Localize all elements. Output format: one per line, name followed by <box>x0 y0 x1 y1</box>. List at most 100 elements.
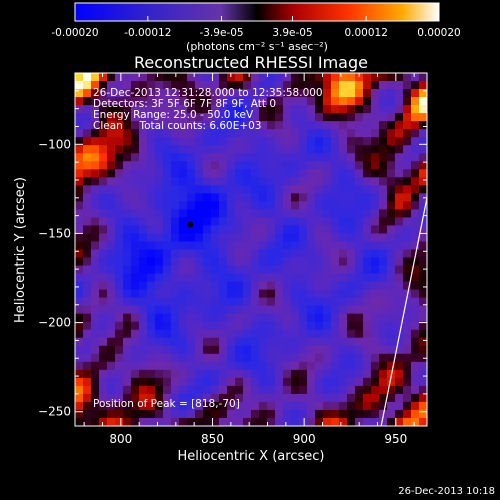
heatmap-cell <box>379 321 388 331</box>
heatmap-cell <box>147 393 156 403</box>
heatmap-cell <box>267 401 276 411</box>
heatmap-cell <box>195 89 204 98</box>
heatmap-cell <box>347 105 356 114</box>
heatmap-cell <box>339 81 348 90</box>
heatmap-cell <box>379 361 388 371</box>
heatmap-cell <box>275 385 284 395</box>
heatmap-cell <box>203 81 212 90</box>
heatmap-cell <box>179 233 188 243</box>
heatmap-cell <box>403 393 412 403</box>
heatmap-cell <box>243 153 252 162</box>
heatmap-cell <box>387 177 396 186</box>
heatmap-cell <box>83 233 92 243</box>
heatmap-cell <box>115 361 124 371</box>
heatmap-cell <box>411 273 420 283</box>
heatmap-cell <box>299 337 308 347</box>
heatmap-cell <box>179 361 188 371</box>
heatmap-cell <box>195 289 204 299</box>
heatmap-cell <box>227 169 236 178</box>
heatmap-cell <box>323 177 332 186</box>
heatmap-cell <box>275 313 284 323</box>
heatmap-cell <box>395 201 404 210</box>
heatmap-cell <box>91 273 100 283</box>
heatmap-cell <box>99 249 108 259</box>
heatmap-cell <box>211 169 220 178</box>
heatmap-cell <box>179 329 188 339</box>
heatmap-cell <box>339 289 348 299</box>
heatmap-cell <box>139 81 148 90</box>
heatmap-cell <box>363 113 372 122</box>
heatmap-cell <box>331 145 340 154</box>
heatmap-cell <box>163 417 172 426</box>
heatmap-cell <box>267 345 276 355</box>
heatmap-cell <box>419 153 427 162</box>
heatmap-cell <box>307 225 316 235</box>
heatmap-cell <box>379 177 388 186</box>
heatmap-cell <box>179 137 188 146</box>
heatmap-cell <box>371 233 380 243</box>
heatmap-cell <box>203 321 212 331</box>
heatmap-cell <box>267 209 276 219</box>
heatmap-cell <box>355 201 364 210</box>
heatmap-cell <box>163 161 172 170</box>
heatmap-cell <box>139 329 148 339</box>
heatmap-cell <box>171 145 180 154</box>
heatmap-cell <box>163 217 172 227</box>
heatmap-cell <box>187 321 196 331</box>
heatmap-cell <box>347 249 356 259</box>
heatmap-cell <box>323 361 332 371</box>
heatmap-cell <box>147 417 156 426</box>
heatmap-cell <box>379 217 388 227</box>
heatmap-cell <box>179 161 188 170</box>
heatmap-cell <box>355 241 364 251</box>
heatmap-cell <box>371 313 380 323</box>
heatmap-cell <box>299 137 308 146</box>
heatmap-cell <box>219 305 228 315</box>
heatmap-cell <box>363 161 372 170</box>
heatmap-cell <box>107 289 116 299</box>
heatmap-cell <box>315 97 324 106</box>
heatmap-cell <box>403 185 412 194</box>
heatmap-cell <box>275 193 284 202</box>
heatmap-cell <box>155 313 164 323</box>
heatmap-cell <box>139 185 148 194</box>
heatmap-cell <box>107 161 116 170</box>
heatmap-cell <box>187 169 196 178</box>
heatmap-cell <box>387 353 396 363</box>
heatmap-cell <box>275 297 284 307</box>
heatmap-cell <box>315 393 324 403</box>
heatmap-cell <box>403 73 412 82</box>
heatmap-cell <box>187 409 196 419</box>
heatmap-cell <box>131 113 140 122</box>
heatmap-cell <box>139 209 148 219</box>
heatmap-cell <box>267 257 276 267</box>
heatmap-cell <box>403 297 412 307</box>
heatmap-cell <box>131 337 140 347</box>
heatmap-cell <box>395 305 404 315</box>
heatmap-cell <box>139 105 148 114</box>
heatmap-cell <box>147 257 156 267</box>
heatmap-cell <box>83 97 92 106</box>
heatmap-cell <box>403 137 412 146</box>
heatmap-cell <box>243 105 252 114</box>
heatmap-cell <box>307 233 316 243</box>
heatmap-cell <box>291 81 300 90</box>
heatmap-cell <box>107 201 116 210</box>
heatmap-cell <box>91 393 100 403</box>
heatmap-cell <box>179 97 188 106</box>
heatmap-cell <box>355 233 364 243</box>
heatmap-cell <box>243 121 252 130</box>
heatmap-cell <box>99 225 108 235</box>
heatmap-cell <box>259 385 268 395</box>
heatmap-cell <box>187 305 196 315</box>
heatmap-cell <box>267 89 276 98</box>
heatmap-cell <box>155 273 164 283</box>
heatmap-cell <box>131 89 140 98</box>
heatmap-cell <box>147 145 156 154</box>
heatmap-cell <box>387 169 396 178</box>
heatmap-cell <box>203 369 212 379</box>
heatmap-cell <box>291 273 300 283</box>
heatmap-cell <box>403 129 412 138</box>
heatmap-cell <box>131 313 140 323</box>
